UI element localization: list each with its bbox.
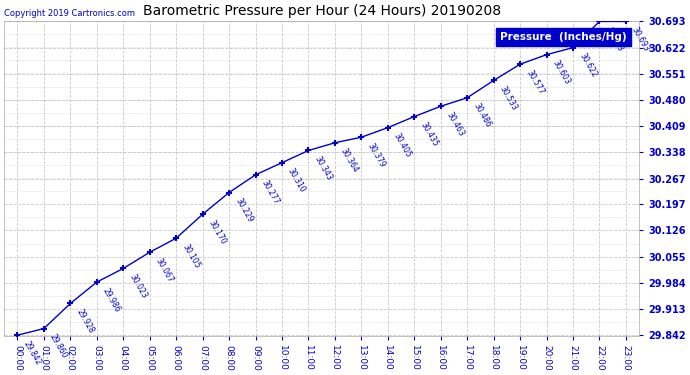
Pressure  (Inches/Hg) xyxy=(225,190,233,195)
Text: 30.693: 30.693 xyxy=(604,26,625,53)
Text: 30.693: 30.693 xyxy=(630,26,651,53)
Text: 30.105: 30.105 xyxy=(180,242,201,270)
Pressure  (Inches/Hg) xyxy=(463,96,471,100)
Text: 30.577: 30.577 xyxy=(524,68,546,96)
Text: 30.364: 30.364 xyxy=(339,147,360,175)
Text: Copyright 2019 Cartronics.com: Copyright 2019 Cartronics.com xyxy=(4,9,135,18)
Pressure  (Inches/Hg) xyxy=(278,160,286,165)
Pressure  (Inches/Hg) xyxy=(516,62,524,66)
Text: 30.310: 30.310 xyxy=(286,167,307,194)
Text: 30.533: 30.533 xyxy=(497,85,519,112)
Text: 30.023: 30.023 xyxy=(128,273,148,300)
Text: 29.928: 29.928 xyxy=(75,308,95,335)
Text: 30.405: 30.405 xyxy=(392,132,413,159)
Pressure  (Inches/Hg) xyxy=(357,135,366,140)
Pressure  (Inches/Hg) xyxy=(172,236,180,240)
Text: 30.622: 30.622 xyxy=(578,52,598,79)
Text: 30.486: 30.486 xyxy=(471,102,493,129)
Text: 30.603: 30.603 xyxy=(551,59,572,87)
Pressure  (Inches/Hg) xyxy=(13,333,21,338)
Text: 30.067: 30.067 xyxy=(154,256,175,284)
Text: 30.435: 30.435 xyxy=(418,121,440,148)
Pressure  (Inches/Hg) xyxy=(40,326,48,331)
Text: 29.860: 29.860 xyxy=(48,333,69,360)
Pressure  (Inches/Hg) xyxy=(66,301,75,306)
Legend: Pressure  (Inches/Hg): Pressure (Inches/Hg) xyxy=(496,27,631,46)
Pressure  (Inches/Hg) xyxy=(331,141,339,145)
Text: 30.343: 30.343 xyxy=(313,154,334,182)
Pressure  (Inches/Hg) xyxy=(146,250,154,255)
Text: 30.277: 30.277 xyxy=(259,179,281,207)
Title: Barometric Pressure per Hour (24 Hours) 20190208: Barometric Pressure per Hour (24 Hours) … xyxy=(143,4,501,18)
Pressure  (Inches/Hg) xyxy=(595,19,604,24)
Pressure  (Inches/Hg) xyxy=(304,148,313,153)
Text: 30.379: 30.379 xyxy=(366,141,386,169)
Text: 29.842: 29.842 xyxy=(21,339,43,367)
Pressure  (Inches/Hg) xyxy=(92,280,101,284)
Pressure  (Inches/Hg) xyxy=(489,78,497,83)
Line: Pressure  (Inches/Hg): Pressure (Inches/Hg) xyxy=(14,18,629,339)
Text: 30.463: 30.463 xyxy=(445,110,466,138)
Pressure  (Inches/Hg) xyxy=(410,114,418,119)
Pressure  (Inches/Hg) xyxy=(251,172,259,177)
Pressure  (Inches/Hg) xyxy=(569,45,577,50)
Pressure  (Inches/Hg) xyxy=(542,53,551,57)
Pressure  (Inches/Hg) xyxy=(622,19,630,24)
Pressure  (Inches/Hg) xyxy=(437,104,445,108)
Text: 30.229: 30.229 xyxy=(233,196,255,224)
Text: 30.170: 30.170 xyxy=(207,219,228,246)
Pressure  (Inches/Hg) xyxy=(384,125,392,130)
Text: 29.986: 29.986 xyxy=(101,286,122,314)
Pressure  (Inches/Hg) xyxy=(119,266,128,271)
Pressure  (Inches/Hg) xyxy=(199,212,207,216)
